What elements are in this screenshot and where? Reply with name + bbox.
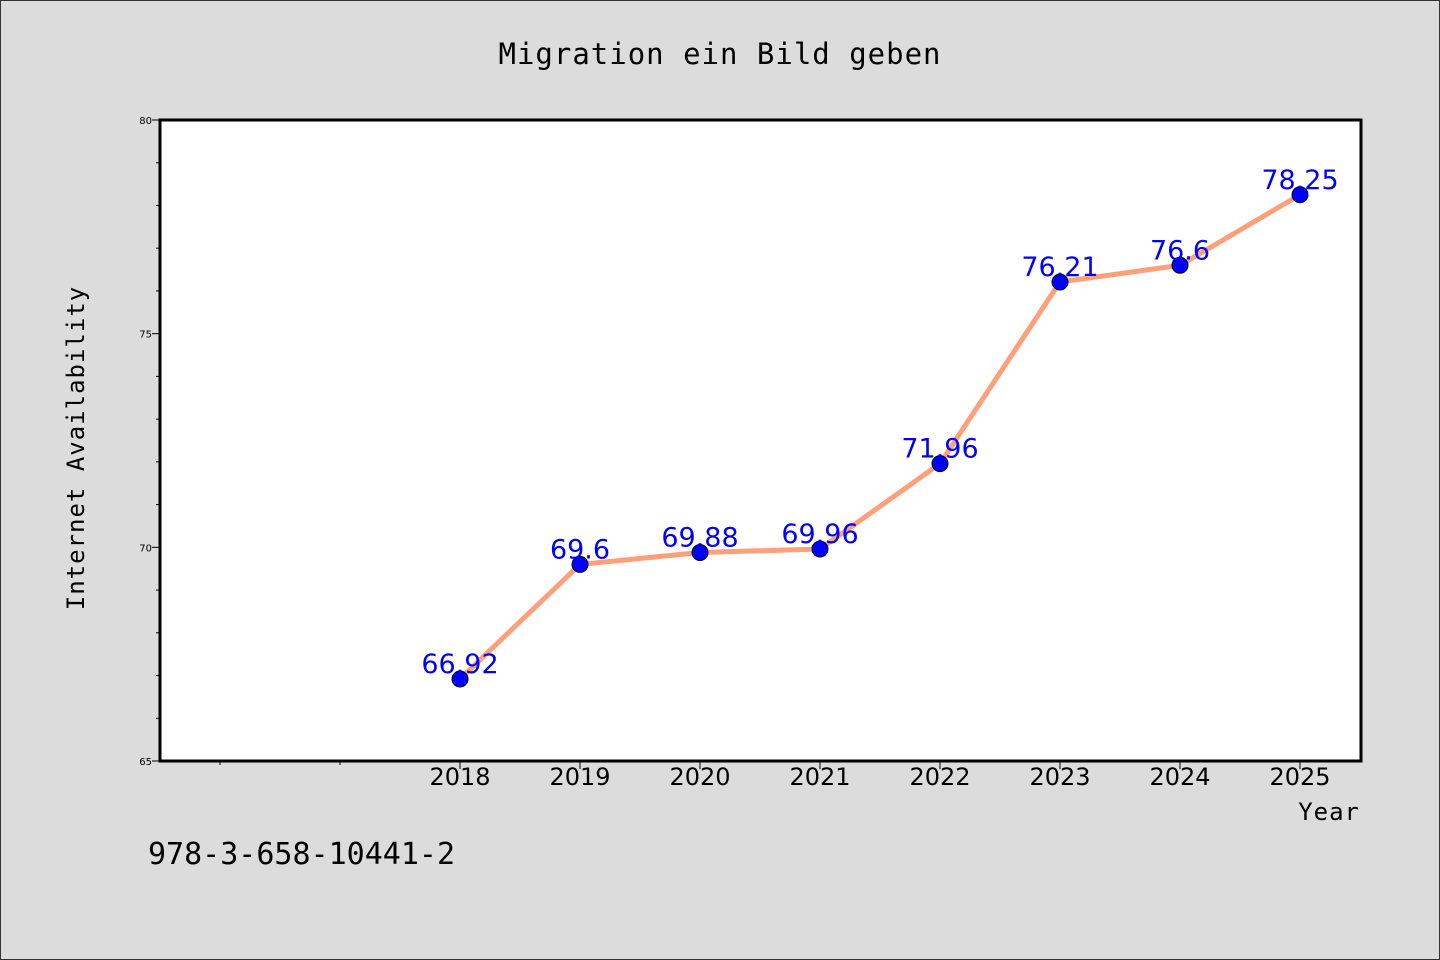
data-point-6 [1171,256,1189,274]
data-label-0: 66.92 [421,649,498,680]
x-axis-label: Year [1298,798,1360,826]
x-axis: 2018 2019 2020 2021 2022 2023 2024 2025 [219,761,1331,791]
y-tick-label-1: 70 [139,543,152,554]
series-group: 66.92 69.6 69.88 69.96 71.96 76.21 76.6 78.25 [421,165,1339,688]
data-point-5 [1051,273,1069,291]
data-label-2: 69.88 [661,522,738,553]
y-tick-label-0: 65 [139,757,152,768]
isbn-text: 978-3-658-10441-2 [148,837,455,872]
data-point-3 [811,540,829,558]
x-tick-label-4: 2022 [909,763,970,791]
data-label-3: 69.96 [781,519,858,550]
data-point-1 [571,555,589,573]
x-tick-label-1: 2019 [549,763,610,791]
x-tick-label-7: 2025 [1269,763,1330,791]
data-point-7 [1291,186,1309,204]
data-label-1: 69.6 [550,534,610,565]
data-label-7: 78.25 [1261,165,1338,196]
series-line [457,192,1303,682]
y-axis: 65 70 75 80 [139,116,160,768]
data-point-4 [931,455,949,473]
chart-title: Migration ein Bild geben [498,37,941,71]
plot-area [158,118,1363,763]
y-tick-label-2: 75 [139,330,152,341]
data-label-6: 76.6 [1150,235,1210,266]
x-tick-label-5: 2023 [1029,763,1090,791]
x-tick-label-3: 2021 [789,763,850,791]
data-point-2 [691,543,709,561]
data-label-4: 71.96 [901,434,978,465]
x-tick-label-2: 2020 [669,763,730,791]
x-tick-label-0: 2018 [429,763,490,791]
x-tick-label-6: 2024 [1149,763,1210,791]
y-tick-label-3: 80 [139,116,152,127]
data-label-5: 76.21 [1021,252,1098,283]
data-point-0 [451,670,469,688]
y-axis-label: Internet Availability [62,286,90,610]
